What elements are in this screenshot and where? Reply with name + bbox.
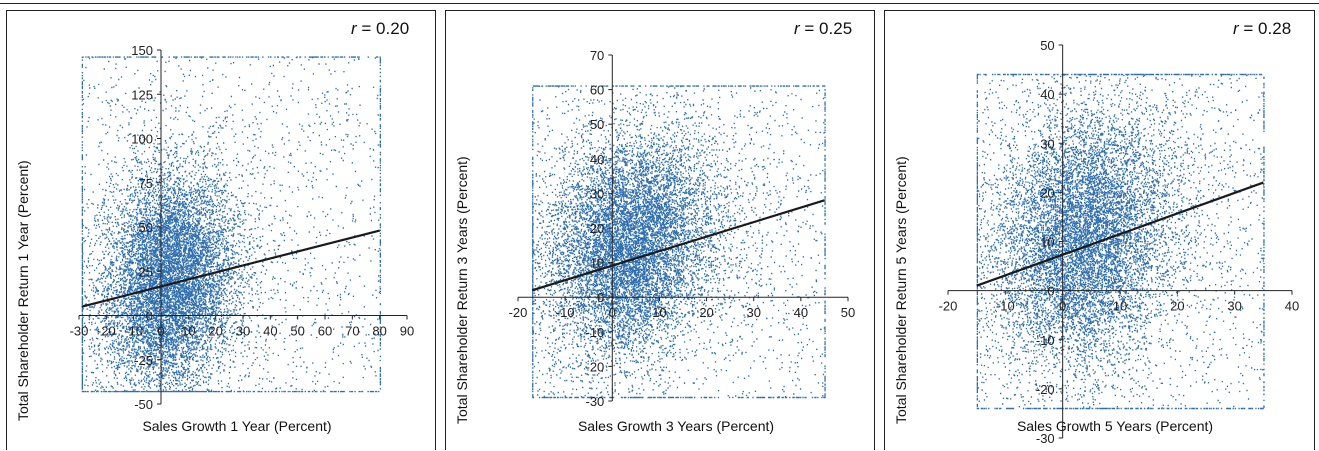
scatter-plot-5-years: -20 -10 0 10 20 30 40 -30 -20 -10 0 10 20 30 40 50 (939, 38, 1300, 446)
y-axis-label-3-years: Total Shareholder Return 3 Years (Percen… (454, 156, 470, 424)
x-tick-label: 30 (236, 324, 250, 339)
x-tick-label: 0 (609, 305, 616, 320)
x-tick-label: 40 (1285, 299, 1299, 314)
top-rule (0, 3, 1319, 4)
scatter-plot-1-year: -30 -20 -10 0 10 20 30 40 50 60 70 80 90-50-25025507… (70, 43, 415, 412)
scatter-panel-3-years: -20 -10 0 10 20 30 40 50 -30 -20 -10 0 10 20 30 40 50 60 7… (445, 10, 875, 450)
correlation-label-1-year: r = 0.20 (351, 19, 410, 38)
trendline (976, 181, 1264, 287)
x-tick-label: 10 (652, 305, 666, 320)
x-tick-label: -10 (996, 299, 1015, 314)
x-tick-label: 10 (1113, 299, 1127, 314)
x-tick-label: 30 (746, 305, 760, 320)
x-tick-label: -20 (509, 305, 528, 320)
y-tick-label: -25 (134, 353, 153, 368)
y-tick-label: 40 (590, 152, 604, 167)
y-tick-label: 0 (597, 290, 604, 305)
correlation-label-3-years: r = 0.25 (794, 19, 853, 38)
x-tick-label: 40 (794, 305, 808, 320)
y-tick-label: 125 (131, 87, 153, 102)
y-tick-label: 50 (139, 220, 153, 235)
x-tick-label: -10 (556, 305, 575, 320)
scatter-points (976, 73, 1265, 410)
y-axis-label-1-year: Total Shareholder Return 1 Year (Percent… (15, 160, 31, 421)
x-axis-label-3-years: Sales Growth 3 Years (Percent) (577, 418, 775, 434)
y-tick-label: -30 (585, 394, 604, 409)
x-tick-label: 70 (345, 324, 359, 339)
x-tick-label: 10 (181, 324, 195, 339)
y-tick-label: 20 (1040, 185, 1054, 200)
y-tick-label: 20 (590, 221, 604, 236)
y-tick-label: 30 (590, 186, 604, 201)
y-tick-label: 10 (590, 256, 604, 271)
y-tick-label: -10 (585, 325, 604, 340)
x-axis-label-1-year: Sales Growth 1 Year (Percent) (142, 418, 332, 434)
y-tick-label: 70 (590, 48, 604, 63)
x-tick-label: -10 (124, 324, 143, 339)
x-tick-label: 30 (1227, 299, 1241, 314)
x-tick-label: 40 (263, 324, 277, 339)
y-tick-label: 25 (139, 264, 153, 279)
y-tick-label: 50 (1040, 38, 1054, 53)
x-tick-label: 80 (372, 324, 386, 339)
y-tick-label: 50 (590, 117, 604, 132)
correlation-label-5-years: r = 0.28 (1233, 19, 1292, 38)
trendline (81, 229, 380, 308)
x-tick-label: 0 (157, 324, 164, 339)
y-tick-label: 150 (131, 43, 153, 58)
x-tick-label: -20 (939, 299, 958, 314)
trendline (531, 199, 825, 292)
y-tick-label: 0 (1047, 284, 1054, 299)
y-tick-label: -50 (134, 397, 153, 412)
y-tick-label: -30 (1036, 431, 1055, 446)
y-tick-label: -20 (1036, 382, 1055, 397)
y-axis-label-5-years: Total Shareholder Return 5 Years (Percen… (893, 156, 909, 424)
x-tick-label: 50 (841, 305, 855, 320)
scatter-points (81, 56, 381, 393)
x-tick-label: 60 (318, 324, 332, 339)
y-tick-label: -20 (585, 359, 604, 374)
x-tick-label: 0 (1059, 299, 1066, 314)
x-tick-label: 20 (699, 305, 713, 320)
scatter-panel-1-year: -30 -20 -10 0 10 20 30 40 50 60 70 80 90 -50 -25 0 25 50 7… (6, 10, 436, 450)
x-tick-label: 50 (290, 324, 304, 339)
y-tick-label: 60 (590, 83, 604, 98)
y-tick-label: 0 (146, 309, 153, 324)
x-tick-label: -20 (97, 324, 116, 339)
y-tick-label: -10 (1036, 333, 1055, 348)
y-tick-label: 40 (1040, 87, 1054, 102)
x-tick-label: 20 (1170, 299, 1184, 314)
x-tick-label: 90 (400, 324, 414, 339)
scatter-plot-3-years: -20 -10 0 10 20 30 40 50 -30 -20 -10 0 10 20 30 40 50 60 7… (509, 48, 856, 409)
x-tick-label: -30 (70, 324, 89, 339)
x-axis-label-5-years: Sales Growth 5 Years (Percent) (1016, 418, 1214, 434)
y-tick-label: 75 (139, 176, 153, 191)
y-tick-label: 100 (131, 132, 153, 147)
x-tick-label: 20 (208, 324, 222, 339)
scatter-points (532, 85, 826, 399)
y-tick-label: 10 (1040, 235, 1054, 250)
y-tick-label: 30 (1040, 136, 1054, 151)
scatter-panel-5-years: -20 -10 0 10 20 30 40 -30 -20 -10 0 10 20 30 40 50 r = … (884, 10, 1315, 450)
